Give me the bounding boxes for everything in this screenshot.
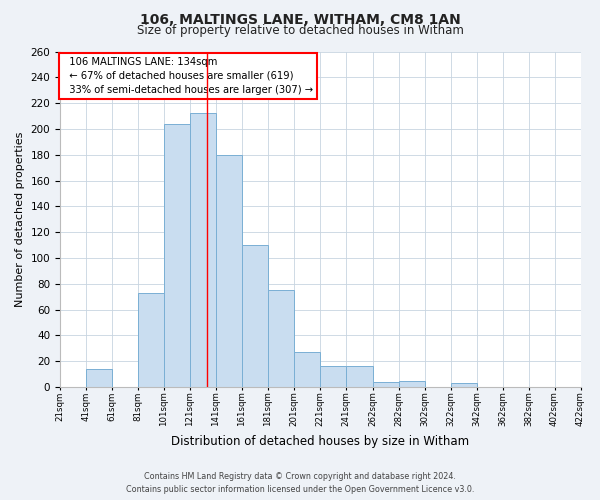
Y-axis label: Number of detached properties: Number of detached properties — [15, 132, 25, 307]
Bar — [216, 155, 242, 387]
Bar — [86, 369, 112, 387]
Bar — [373, 382, 399, 387]
Text: 106 MALTINGS LANE: 134sqm
  ← 67% of detached houses are smaller (619)
  33% of : 106 MALTINGS LANE: 134sqm ← 67% of detac… — [62, 56, 313, 94]
Bar — [242, 245, 268, 387]
Bar — [268, 290, 293, 387]
Bar — [320, 366, 346, 387]
Bar — [346, 366, 373, 387]
X-axis label: Distribution of detached houses by size in Witham: Distribution of detached houses by size … — [171, 434, 469, 448]
Text: Contains HM Land Registry data © Crown copyright and database right 2024.
Contai: Contains HM Land Registry data © Crown c… — [126, 472, 474, 494]
Bar — [138, 293, 164, 387]
Text: 106, MALTINGS LANE, WITHAM, CM8 1AN: 106, MALTINGS LANE, WITHAM, CM8 1AN — [140, 12, 460, 26]
Text: Size of property relative to detached houses in Witham: Size of property relative to detached ho… — [137, 24, 463, 37]
Bar — [190, 114, 216, 387]
Bar — [451, 384, 476, 387]
Bar — [164, 124, 190, 387]
Bar — [399, 380, 425, 387]
Bar — [293, 352, 320, 387]
